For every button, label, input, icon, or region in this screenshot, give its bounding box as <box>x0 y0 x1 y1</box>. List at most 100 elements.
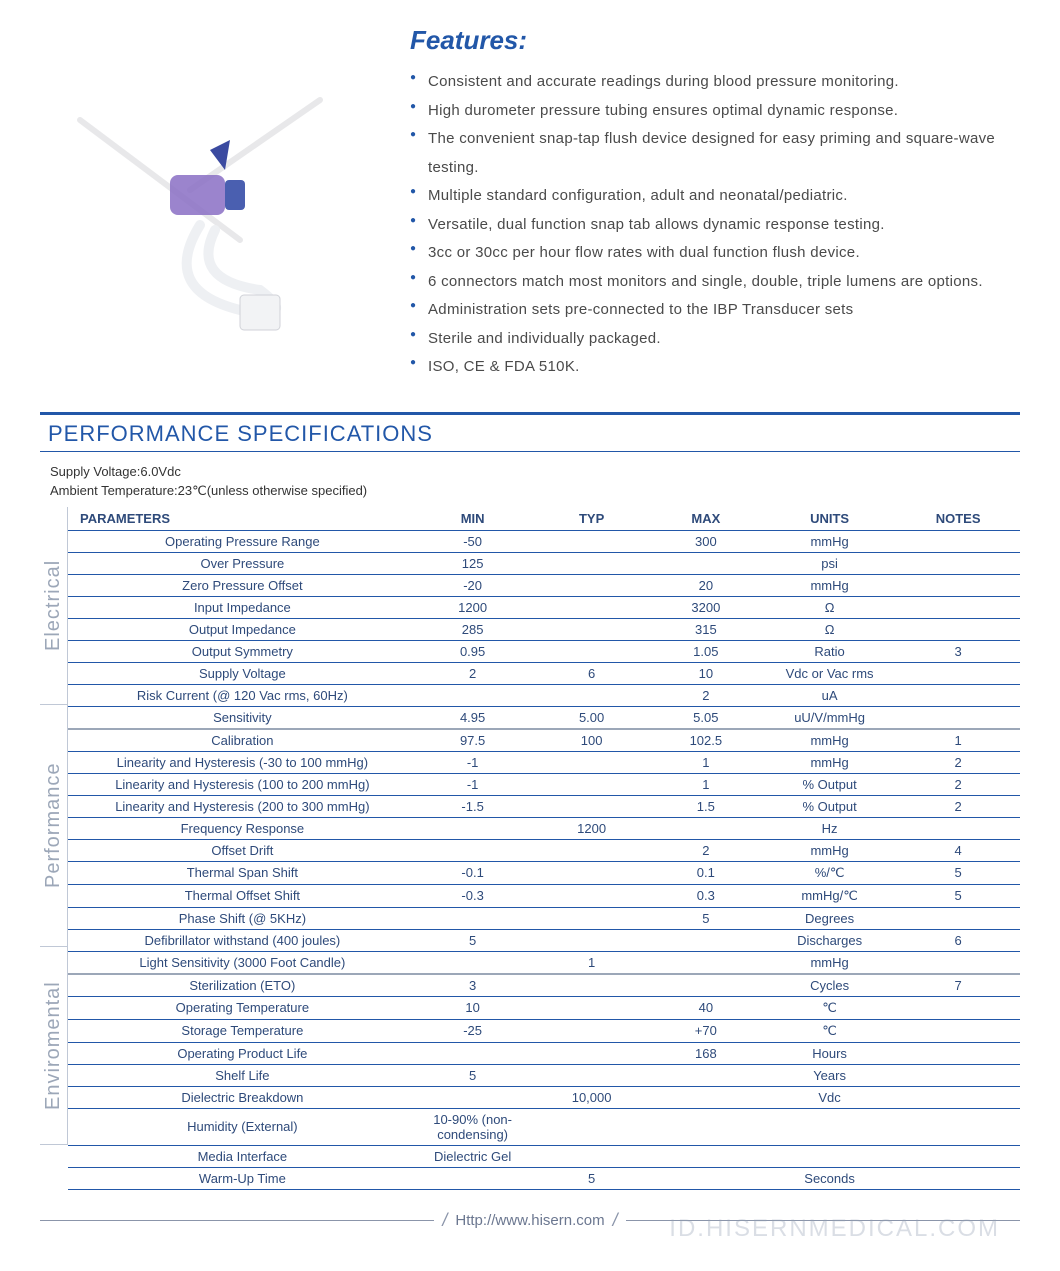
table-cell: -20 <box>411 574 535 596</box>
feature-item: Sterile and individually packaged. <box>410 325 1020 354</box>
table-cell: -1 <box>411 773 535 795</box>
table-cell: 40 <box>649 996 763 1019</box>
table-cell: Cycles <box>763 974 896 997</box>
table-cell: Dielectric Breakdown <box>68 1086 411 1108</box>
table-cell <box>763 1145 896 1167</box>
table-cell: mmHg <box>763 751 896 773</box>
table-cell <box>534 996 648 1019</box>
table-cell: 6 <box>896 929 1020 951</box>
table-cell <box>896 706 1020 729</box>
table-cell: mmHg <box>763 729 896 752</box>
table-cell <box>649 951 763 974</box>
table-cell <box>411 684 535 706</box>
spec-condition: Supply Voltage:6.0Vdc <box>50 462 1010 482</box>
table-cell <box>534 618 648 640</box>
table-cell: Warm-Up Time <box>68 1167 411 1189</box>
table-cell: Storage Temperature <box>68 1019 411 1042</box>
table-cell: 10 <box>411 996 535 1019</box>
table-row: Defibrillator withstand (400 joules)5Dis… <box>68 929 1020 951</box>
table-cell: Risk Current (@ 120 Vac rms, 60Hz) <box>68 684 411 706</box>
table-cell: Supply Voltage <box>68 662 411 684</box>
table-row: Output Symmetry0.951.05Ratio3 <box>68 640 1020 662</box>
table-cell: % Output <box>763 795 896 817</box>
table-row: Frequency Response1200Hz <box>68 817 1020 839</box>
table-cell: Humidity (External) <box>68 1108 411 1145</box>
table-cell: 7 <box>896 974 1020 997</box>
section-label: Electrical <box>40 507 68 705</box>
table-cell <box>411 839 535 861</box>
table-cell: 1.05 <box>649 640 763 662</box>
table-row: Storage Temperature-25+70℃ <box>68 1019 1020 1042</box>
table-cell: 1200 <box>411 596 535 618</box>
table-row: Humidity (External)10-90% (non-condensin… <box>68 1108 1020 1145</box>
feature-item: Multiple standard configuration, adult a… <box>410 182 1020 211</box>
watermark: ID.HISERNMEDICAL.COM <box>669 1215 1000 1243</box>
table-cell: 3 <box>411 974 535 997</box>
table-cell: 0.1 <box>649 861 763 884</box>
table-cell: 5 <box>411 929 535 951</box>
table-row: Over Pressure125psi <box>68 552 1020 574</box>
table-cell: Ω <box>763 618 896 640</box>
spec-col-header: MIN <box>411 507 535 531</box>
footer-url: Http://www.hisern.com <box>455 1212 604 1229</box>
table-cell: 10-90% (non-condensing) <box>411 1108 535 1145</box>
table-cell: Phase Shift (@ 5KHz) <box>68 907 411 929</box>
table-cell: Vdc <box>763 1086 896 1108</box>
table-cell: -0.1 <box>411 861 535 884</box>
table-cell: Zero Pressure Offset <box>68 574 411 596</box>
table-cell <box>534 1108 648 1145</box>
table-row: Media InterfaceDielectric Gel <box>68 1145 1020 1167</box>
spec-table: PARAMETERSMINTYPMAXUNITSNOTES Operating … <box>68 507 1020 1190</box>
table-cell <box>896 574 1020 596</box>
table-cell <box>534 574 648 596</box>
table-cell: Calibration <box>68 729 411 752</box>
table-cell: mmHg <box>763 530 896 552</box>
table-cell: Linearity and Hysteresis (-30 to 100 mmH… <box>68 751 411 773</box>
table-cell <box>534 552 648 574</box>
table-cell <box>896 552 1020 574</box>
table-cell: 0.3 <box>649 884 763 907</box>
table-cell: Input Impedance <box>68 596 411 618</box>
table-cell: Light Sensitivity (3000 Foot Candle) <box>68 951 411 974</box>
table-cell <box>649 1064 763 1086</box>
table-cell: Seconds <box>763 1167 896 1189</box>
feature-item: Versatile, dual function snap tab allows… <box>410 211 1020 240</box>
table-row: Operating Pressure Range-50300mmHg <box>68 530 1020 552</box>
table-cell <box>534 907 648 929</box>
table-cell: Media Interface <box>68 1145 411 1167</box>
table-row: Operating Product Life168Hours <box>68 1042 1020 1064</box>
table-cell <box>896 1086 1020 1108</box>
table-cell <box>534 530 648 552</box>
table-cell: Linearity and Hysteresis (200 to 300 mmH… <box>68 795 411 817</box>
spec-header-row: PARAMETERSMINTYPMAXUNITSNOTES <box>68 507 1020 531</box>
table-cell <box>534 795 648 817</box>
table-cell <box>649 1167 763 1189</box>
table-cell: Linearity and Hysteresis (100 to 200 mmH… <box>68 773 411 795</box>
table-row: Shelf Life5Years <box>68 1064 1020 1086</box>
table-cell <box>534 839 648 861</box>
table-cell: 5 <box>649 907 763 929</box>
table-cell: Offset Drift <box>68 839 411 861</box>
table-cell: 1 <box>896 729 1020 752</box>
table-cell: 100 <box>534 729 648 752</box>
table-cell <box>763 1108 896 1145</box>
table-row: Thermal Offset Shift-0.30.3mmHg/℃5 <box>68 884 1020 907</box>
table-cell: 102.5 <box>649 729 763 752</box>
table-cell <box>534 773 648 795</box>
feature-item: 6 connectors match most monitors and sin… <box>410 268 1020 297</box>
table-cell: mmHg/℃ <box>763 884 896 907</box>
table-cell: 0.95 <box>411 640 535 662</box>
table-cell <box>411 907 535 929</box>
spec-condition: Ambient Temperature:23℃(unless otherwise… <box>50 481 1010 501</box>
table-cell: 3 <box>896 640 1020 662</box>
table-cell <box>896 1064 1020 1086</box>
table-cell <box>896 684 1020 706</box>
table-row: Offset Drift2mmHg4 <box>68 839 1020 861</box>
spec-side-labels: ElectricalPerformanceEnviromental <box>40 507 68 1190</box>
table-cell: Vdc or Vac rms <box>763 662 896 684</box>
table-cell: -1.5 <box>411 795 535 817</box>
table-cell: 1 <box>649 773 763 795</box>
table-cell: -1 <box>411 751 535 773</box>
table-cell: 10,000 <box>534 1086 648 1108</box>
table-cell: ℃ <box>763 996 896 1019</box>
